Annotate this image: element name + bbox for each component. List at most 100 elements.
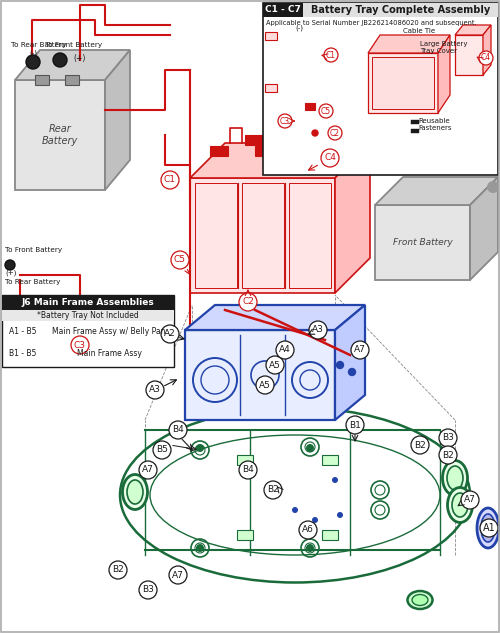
Text: To Rear Battery: To Rear Battery [5, 279, 60, 285]
FancyBboxPatch shape [375, 205, 470, 280]
Polygon shape [470, 177, 498, 280]
FancyBboxPatch shape [265, 32, 277, 40]
Circle shape [321, 149, 339, 167]
Text: A3: A3 [312, 325, 324, 334]
FancyBboxPatch shape [35, 75, 49, 85]
Text: C2: C2 [242, 298, 254, 306]
Ellipse shape [447, 466, 463, 490]
FancyBboxPatch shape [372, 57, 434, 109]
Polygon shape [190, 143, 370, 178]
FancyBboxPatch shape [2, 295, 174, 367]
Text: C1: C1 [326, 51, 336, 60]
Polygon shape [105, 50, 130, 190]
Circle shape [328, 126, 342, 140]
Polygon shape [368, 35, 450, 53]
Text: Rear
Battery: Rear Battery [42, 124, 78, 146]
Text: B3: B3 [442, 434, 454, 442]
Circle shape [161, 171, 179, 189]
Text: C1 - C7: C1 - C7 [265, 6, 301, 15]
Ellipse shape [127, 480, 143, 504]
Text: C1: C1 [164, 175, 176, 184]
Text: Main Frame Assy w/ Belly Pan: Main Frame Assy w/ Belly Pan [52, 327, 166, 337]
Circle shape [346, 416, 364, 434]
Circle shape [306, 444, 314, 452]
Circle shape [351, 341, 369, 359]
Text: (+): (+) [5, 270, 16, 276]
Circle shape [306, 544, 314, 552]
Ellipse shape [448, 487, 472, 522]
Circle shape [196, 544, 204, 552]
Circle shape [487, 181, 499, 193]
Text: A5: A5 [259, 380, 271, 389]
Circle shape [239, 461, 257, 479]
Text: Battery Tray Complete Assembly: Battery Tray Complete Assembly [311, 5, 490, 15]
Circle shape [239, 293, 257, 311]
Text: (+): (+) [74, 54, 86, 63]
FancyBboxPatch shape [322, 455, 338, 465]
Text: *Battery Tray Not Included: *Battery Tray Not Included [37, 311, 139, 320]
Circle shape [278, 114, 292, 128]
Ellipse shape [477, 508, 499, 548]
Text: J6 Main Frame Assemblies: J6 Main Frame Assemblies [22, 298, 154, 307]
Ellipse shape [452, 493, 468, 517]
Text: Reusable
Fasteners: Reusable Fasteners [418, 118, 452, 131]
Text: Front Battery: Front Battery [392, 238, 452, 247]
Text: C5: C5 [174, 256, 186, 265]
Circle shape [71, 336, 89, 354]
Circle shape [439, 429, 457, 447]
Circle shape [309, 321, 327, 339]
Circle shape [146, 381, 164, 399]
Text: C4: C4 [324, 153, 336, 163]
Text: C2: C2 [330, 128, 340, 137]
Circle shape [337, 512, 343, 518]
Ellipse shape [122, 475, 148, 510]
Polygon shape [15, 50, 130, 80]
FancyBboxPatch shape [368, 53, 438, 113]
Polygon shape [335, 143, 370, 293]
Circle shape [109, 561, 127, 579]
FancyBboxPatch shape [455, 35, 483, 75]
Circle shape [264, 481, 282, 499]
Text: To Rear Battery: To Rear Battery [11, 42, 66, 48]
Circle shape [336, 361, 344, 368]
Text: A3: A3 [149, 385, 161, 394]
FancyBboxPatch shape [245, 135, 263, 145]
Ellipse shape [408, 591, 432, 609]
FancyBboxPatch shape [255, 146, 273, 156]
Text: (-): (-) [295, 25, 303, 31]
Circle shape [169, 421, 187, 439]
FancyBboxPatch shape [185, 330, 335, 420]
FancyBboxPatch shape [237, 530, 253, 540]
FancyBboxPatch shape [15, 80, 105, 190]
Text: To Front Battery: To Front Battery [5, 247, 62, 253]
Circle shape [479, 51, 493, 65]
FancyBboxPatch shape [237, 455, 253, 465]
Circle shape [171, 251, 189, 269]
Text: (-): (-) [29, 50, 37, 56]
Ellipse shape [442, 460, 468, 496]
Circle shape [169, 566, 187, 584]
FancyBboxPatch shape [263, 3, 498, 175]
Circle shape [324, 48, 338, 62]
Text: A6: A6 [302, 525, 314, 534]
Circle shape [256, 376, 274, 394]
Circle shape [26, 55, 40, 69]
Text: C5: C5 [321, 106, 331, 115]
Circle shape [196, 444, 204, 452]
Circle shape [461, 491, 479, 509]
FancyBboxPatch shape [2, 310, 174, 321]
Circle shape [299, 521, 317, 539]
Circle shape [480, 519, 498, 537]
Circle shape [153, 441, 171, 459]
Circle shape [5, 260, 15, 270]
Circle shape [292, 507, 298, 513]
Text: B4: B4 [172, 425, 184, 434]
FancyBboxPatch shape [265, 84, 277, 92]
Text: To Front Battery: To Front Battery [45, 42, 102, 48]
Text: Main Frame Assy: Main Frame Assy [76, 349, 142, 358]
Text: C4: C4 [481, 54, 491, 63]
Text: A7: A7 [172, 570, 184, 579]
Text: B3: B3 [142, 586, 154, 594]
FancyBboxPatch shape [303, 3, 498, 17]
Circle shape [266, 356, 284, 374]
